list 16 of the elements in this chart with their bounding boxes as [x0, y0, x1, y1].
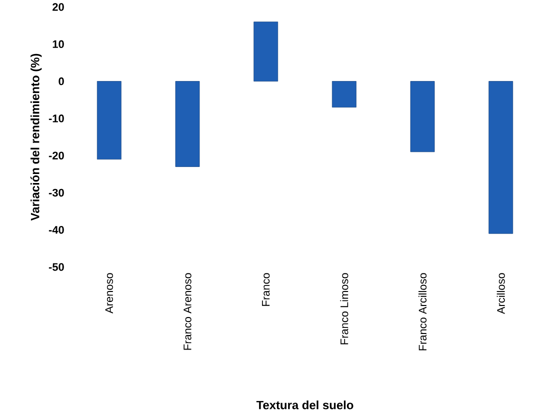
x-tick-label: Arenoso: [105, 273, 113, 314]
x-axis-title: Textura del suelo: [256, 400, 354, 410]
y-axis-title: Variación del rendimiento (%): [30, 54, 42, 221]
y-tick-label: 10: [52, 40, 64, 48]
y-tick-label: -40: [48, 226, 64, 234]
x-tick-label: Franco Arcilloso: [418, 273, 427, 350]
y-tick-label: 0: [58, 77, 64, 86]
y-tick-label: -20: [48, 152, 64, 160]
y-tick-label: -10: [48, 114, 64, 122]
x-tick-label: Franco: [262, 273, 270, 306]
x-tick-label: Arcilloso: [496, 273, 505, 314]
x-tick-label: Franco Limoso: [340, 273, 348, 344]
y-tick-label: -50: [48, 263, 64, 271]
y-tick-label: 20: [52, 3, 64, 11]
y-tick-label: -30: [48, 188, 64, 197]
x-tick-label: Franco Arenoso: [184, 273, 192, 350]
